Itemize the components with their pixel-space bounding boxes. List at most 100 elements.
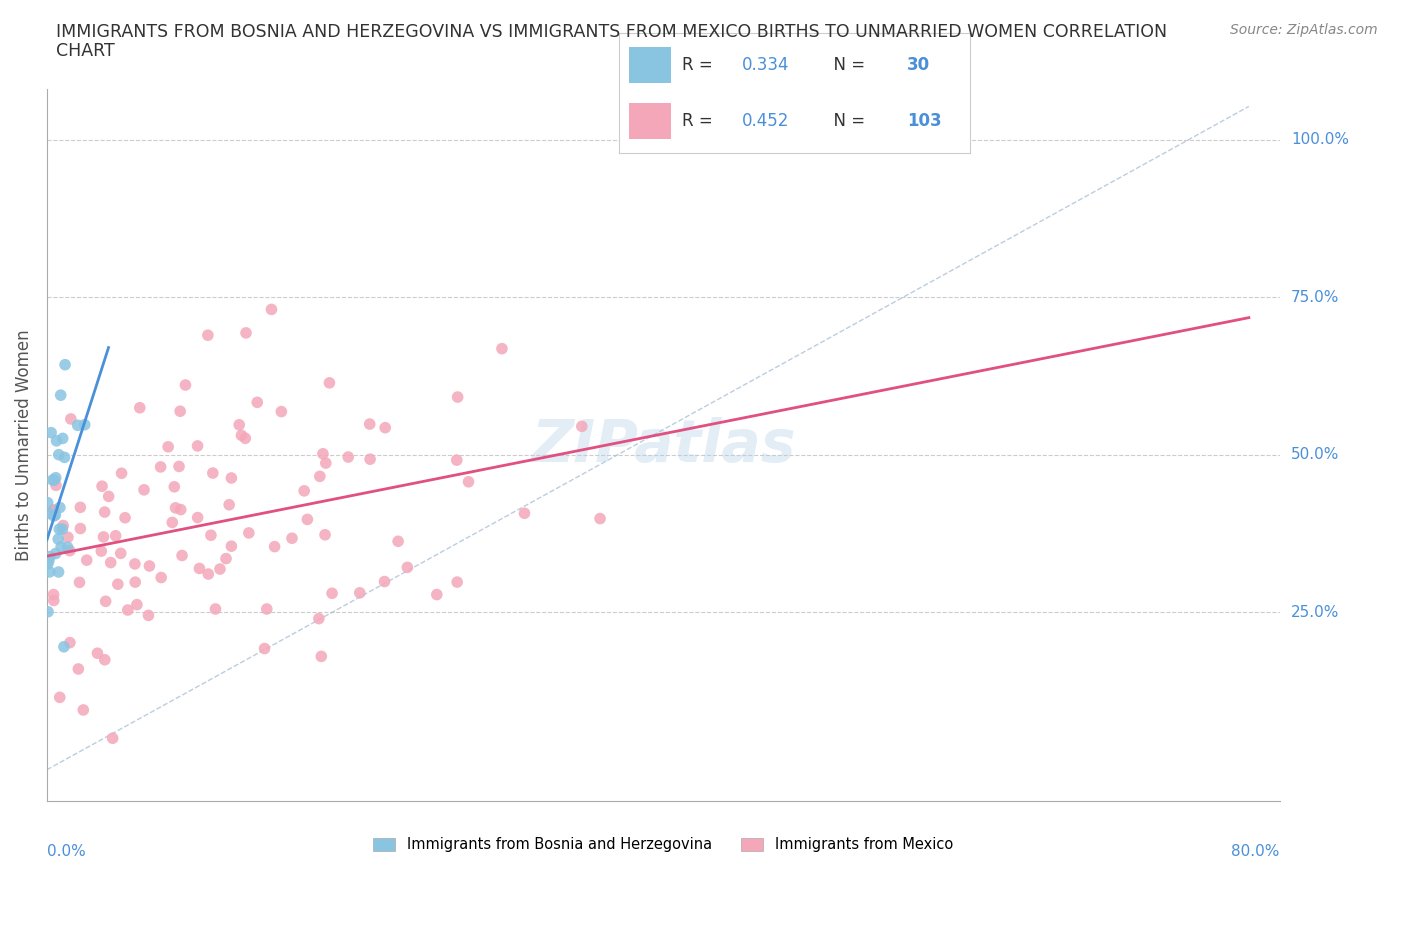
Point	[215, 551, 238, 566]
Point	[200, 527, 222, 542]
Point	[221, 471, 243, 485]
Point	[37, 557, 59, 572]
Point	[72, 702, 94, 717]
Point	[387, 534, 409, 549]
Point	[132, 483, 155, 498]
Point	[48, 522, 70, 537]
Point	[157, 439, 180, 454]
Point	[373, 574, 395, 589]
Point	[91, 479, 114, 494]
Point	[188, 561, 211, 576]
Point	[263, 539, 285, 554]
Point	[260, 302, 283, 317]
Point	[138, 608, 160, 623]
Point	[125, 597, 148, 612]
Point	[235, 326, 257, 340]
Point	[315, 456, 337, 471]
Point	[39, 425, 62, 440]
Text: IMMIGRANTS FROM BOSNIA AND HERZEGOVINA VS IMMIGRANTS FROM MEXICO BIRTHS TO UNMAR: IMMIGRANTS FROM BOSNIA AND HERZEGOVINA V…	[56, 23, 1167, 41]
Point	[208, 562, 231, 577]
Text: 100.0%: 100.0%	[1291, 132, 1348, 147]
Point	[281, 531, 304, 546]
Point	[446, 453, 468, 468]
Point	[321, 586, 343, 601]
Point	[104, 528, 127, 543]
Point	[138, 559, 160, 574]
Point	[187, 438, 209, 453]
Point	[39, 549, 62, 564]
Text: 0.452: 0.452	[742, 112, 789, 130]
Point	[46, 532, 69, 547]
Point	[114, 511, 136, 525]
Point	[218, 498, 240, 512]
Y-axis label: Births to Unmarried Women: Births to Unmarried Women	[15, 329, 32, 561]
Point	[107, 577, 129, 591]
Text: Source: ZipAtlas.com: Source: ZipAtlas.com	[1230, 23, 1378, 37]
Point	[312, 446, 335, 461]
Point	[491, 341, 513, 356]
Point	[318, 376, 340, 391]
Text: N =: N =	[823, 112, 870, 130]
Point	[42, 509, 65, 524]
Text: 80.0%: 80.0%	[1232, 844, 1279, 859]
Text: 50.0%: 50.0%	[1291, 447, 1339, 462]
Point	[167, 459, 190, 474]
Point	[170, 548, 193, 563]
FancyBboxPatch shape	[630, 47, 672, 84]
Point	[110, 466, 132, 481]
Text: 30: 30	[907, 56, 929, 74]
Text: 25.0%: 25.0%	[1291, 604, 1339, 619]
Point	[41, 472, 63, 487]
Point	[571, 418, 593, 433]
Point	[42, 593, 65, 608]
Point	[56, 539, 79, 554]
Point	[44, 508, 66, 523]
Point	[374, 420, 396, 435]
Point	[169, 404, 191, 418]
Point	[49, 539, 72, 554]
Point	[69, 575, 91, 590]
Point	[162, 515, 184, 530]
Text: R =: R =	[682, 56, 718, 74]
Point	[100, 555, 122, 570]
Point	[270, 405, 292, 419]
Point	[48, 565, 70, 579]
Point	[292, 484, 315, 498]
Point	[66, 418, 89, 432]
Point	[45, 478, 67, 493]
Text: 75.0%: 75.0%	[1291, 290, 1339, 305]
Point	[93, 529, 115, 544]
Legend: Immigrants from Bosnia and Herzegovina, Immigrants from Mexico: Immigrants from Bosnia and Herzegovina, …	[367, 831, 959, 858]
Text: 103: 103	[907, 112, 942, 130]
Point	[228, 418, 250, 432]
Point	[45, 433, 67, 448]
Point	[52, 431, 75, 445]
Point	[170, 502, 193, 517]
Point	[110, 546, 132, 561]
Point	[38, 506, 60, 521]
Point	[94, 652, 117, 667]
Point	[426, 587, 449, 602]
Point	[49, 690, 72, 705]
Point	[45, 546, 67, 561]
Point	[73, 418, 96, 432]
Point	[349, 585, 371, 600]
Point	[38, 553, 60, 568]
Point	[308, 469, 330, 484]
Point	[165, 500, 187, 515]
Point	[246, 395, 269, 410]
Point	[197, 327, 219, 342]
Point	[149, 459, 172, 474]
Point	[163, 479, 186, 494]
Point	[51, 522, 73, 537]
Text: R =: R =	[682, 112, 718, 130]
Point	[53, 357, 76, 372]
Text: ZIPatlas: ZIPatlas	[531, 417, 796, 473]
Point	[231, 428, 253, 443]
Point	[86, 645, 108, 660]
Point	[221, 538, 243, 553]
Point	[124, 556, 146, 571]
Point	[59, 635, 82, 650]
Point	[49, 500, 72, 515]
Point	[56, 530, 79, 545]
